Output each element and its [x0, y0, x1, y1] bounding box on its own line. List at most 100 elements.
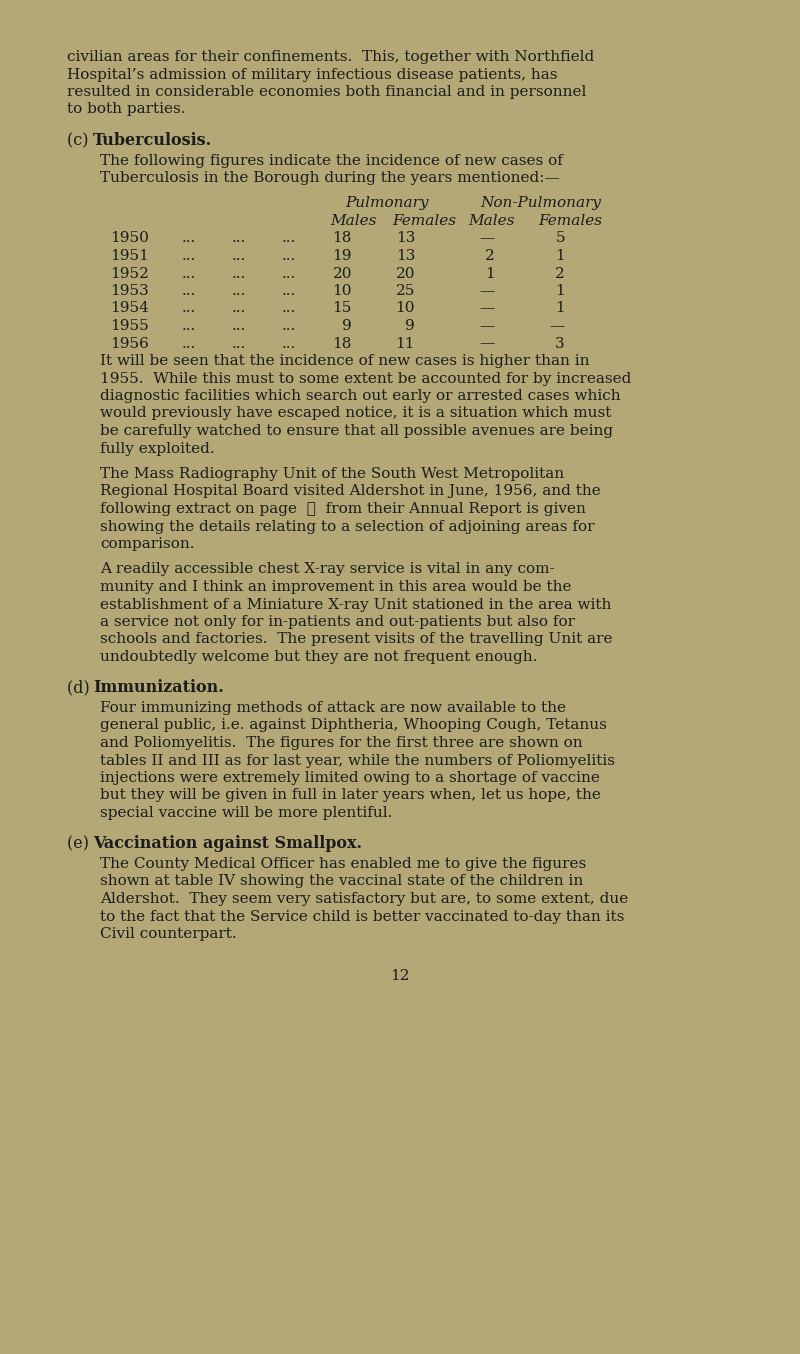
Text: 18: 18	[333, 337, 352, 351]
Text: ...: ...	[282, 232, 296, 245]
Text: 1: 1	[555, 249, 565, 263]
Text: (d): (d)	[67, 680, 95, 696]
Text: 10: 10	[395, 302, 415, 315]
Text: 1951: 1951	[110, 249, 149, 263]
Text: —: —	[550, 320, 565, 333]
Text: establishment of a Miniature X-ray Unit stationed in the area with: establishment of a Miniature X-ray Unit …	[100, 597, 611, 612]
Text: ...: ...	[282, 249, 296, 263]
Text: diagnostic facilities which search out early or arrested cases which: diagnostic facilities which search out e…	[100, 389, 621, 403]
Text: Tuberculosis in the Borough during the years mentioned:—: Tuberculosis in the Borough during the y…	[100, 171, 560, 185]
Text: injections were extremely limited owing to a shortage of vaccine: injections were extremely limited owing …	[100, 770, 600, 785]
Text: Females: Females	[392, 214, 456, 227]
Text: 25: 25	[396, 284, 415, 298]
Text: 20: 20	[333, 267, 352, 280]
Text: (e): (e)	[67, 835, 94, 853]
Text: Tuberculosis.: Tuberculosis.	[94, 131, 213, 149]
Text: —: —	[480, 337, 495, 351]
Text: undoubtedly welcome but they are not frequent enough.: undoubtedly welcome but they are not fre…	[100, 650, 538, 663]
Text: Pulmonary: Pulmonary	[345, 196, 429, 210]
Text: The following figures indicate the incidence of new cases of: The following figures indicate the incid…	[100, 153, 563, 168]
Text: 1: 1	[555, 302, 565, 315]
Text: —: —	[480, 302, 495, 315]
Text: ...: ...	[232, 337, 246, 351]
Text: 1955.  While this must to some extent be accounted for by increased: 1955. While this must to some extent be …	[100, 371, 631, 386]
Text: 13: 13	[396, 232, 415, 245]
Text: Males: Males	[468, 214, 514, 227]
Text: 9: 9	[342, 320, 352, 333]
Text: munity and I think an improvement in this area would be the: munity and I think an improvement in thi…	[100, 580, 571, 594]
Text: special vaccine will be more plentiful.: special vaccine will be more plentiful.	[100, 806, 392, 821]
Text: Aldershot.  They seem very satisfactory but are, to some extent, due: Aldershot. They seem very satisfactory b…	[100, 892, 628, 906]
Text: 1956: 1956	[110, 337, 149, 351]
Text: would previously have escaped notice, it is a situation which must: would previously have escaped notice, it…	[100, 406, 611, 421]
Text: 2: 2	[486, 249, 495, 263]
Text: ...: ...	[282, 302, 296, 315]
Text: schools and factories.  The present visits of the travelling Unit are: schools and factories. The present visit…	[100, 632, 613, 646]
Text: a service not only for in-patients and out-patients but also for: a service not only for in-patients and o…	[100, 615, 575, 630]
Text: ...: ...	[232, 267, 246, 280]
Text: fully exploited.: fully exploited.	[100, 441, 214, 455]
Text: comparison.: comparison.	[100, 538, 194, 551]
Text: Four immunizing methods of attack are now available to the: Four immunizing methods of attack are no…	[100, 701, 566, 715]
Text: be carefully watched to ensure that all possible avenues are being: be carefully watched to ensure that all …	[100, 424, 613, 437]
Text: 1954: 1954	[110, 302, 149, 315]
Text: 11: 11	[395, 337, 415, 351]
Text: 3: 3	[555, 337, 565, 351]
Text: 12: 12	[390, 968, 410, 983]
Text: ...: ...	[182, 284, 196, 298]
Text: A readily accessible chest X-ray service is vital in any com-: A readily accessible chest X-ray service…	[100, 562, 554, 577]
Text: to both parties.: to both parties.	[67, 103, 186, 116]
Text: The Mass Radiography Unit of the South West Metropolitan: The Mass Radiography Unit of the South W…	[100, 467, 564, 481]
Text: 5: 5	[555, 232, 565, 245]
Text: It will be seen that the incidence of new cases is higher than in: It will be seen that the incidence of ne…	[100, 353, 590, 368]
Text: resulted in considerable economies both financial and in personnel: resulted in considerable economies both …	[67, 85, 586, 99]
Text: 20: 20	[395, 267, 415, 280]
Text: ...: ...	[232, 320, 246, 333]
Text: tables II and III as for last year, while the numbers of Poliomyelitis: tables II and III as for last year, whil…	[100, 753, 615, 768]
Text: showing the details relating to a selection of adjoining areas for: showing the details relating to a select…	[100, 520, 594, 533]
Text: ...: ...	[182, 320, 196, 333]
Text: 1953: 1953	[110, 284, 149, 298]
Text: ...: ...	[282, 320, 296, 333]
Text: civilian areas for their confinements.  This, together with Northfield: civilian areas for their confinements. T…	[67, 50, 594, 64]
Text: —: —	[480, 232, 495, 245]
Text: Hospital’s admission of military infectious disease patients, has: Hospital’s admission of military infecti…	[67, 68, 558, 81]
Text: ...: ...	[182, 337, 196, 351]
Text: ...: ...	[282, 267, 296, 280]
Text: Regional Hospital Board visited Aldershot in June, 1956, and the: Regional Hospital Board visited Aldersho…	[100, 485, 601, 498]
Text: (c): (c)	[67, 131, 94, 149]
Text: Civil counterpart.: Civil counterpart.	[100, 927, 237, 941]
Text: 19: 19	[333, 249, 352, 263]
Text: 1: 1	[486, 267, 495, 280]
Text: Females: Females	[538, 214, 602, 227]
Text: —: —	[480, 320, 495, 333]
Text: shown at table IV showing the vaccinal state of the children in: shown at table IV showing the vaccinal s…	[100, 875, 583, 888]
Text: 10: 10	[333, 284, 352, 298]
Text: 1: 1	[555, 284, 565, 298]
Text: 2: 2	[555, 267, 565, 280]
Text: Males: Males	[330, 214, 377, 227]
Text: 1955: 1955	[110, 320, 149, 333]
Text: and Poliomyelitis.  The figures for the first three are shown on: and Poliomyelitis. The figures for the f…	[100, 737, 582, 750]
Text: 1952: 1952	[110, 267, 149, 280]
Text: but they will be given in full in later years when, let us hope, the: but they will be given in full in later …	[100, 788, 601, 803]
Text: general public, i.e. against Diphtheria, Whooping Cough, Tetanus: general public, i.e. against Diphtheria,…	[100, 719, 607, 733]
Text: ...: ...	[232, 302, 246, 315]
Text: ...: ...	[182, 267, 196, 280]
Text: following extract on page  ℓ  from their Annual Report is given: following extract on page ℓ from their A…	[100, 502, 586, 516]
Text: ...: ...	[182, 249, 196, 263]
Text: ...: ...	[282, 337, 296, 351]
Text: The County Medical Officer has enabled me to give the figures: The County Medical Officer has enabled m…	[100, 857, 586, 871]
Text: 18: 18	[333, 232, 352, 245]
Text: to the fact that the Service child is better vaccinated to-day than its: to the fact that the Service child is be…	[100, 910, 624, 923]
Text: 9: 9	[406, 320, 415, 333]
Text: 13: 13	[396, 249, 415, 263]
Text: ...: ...	[232, 232, 246, 245]
Text: ...: ...	[282, 284, 296, 298]
Text: Non-Pulmonary: Non-Pulmonary	[480, 196, 601, 210]
Text: ...: ...	[182, 232, 196, 245]
Text: ...: ...	[232, 284, 246, 298]
Text: ...: ...	[182, 302, 196, 315]
Text: 1950: 1950	[110, 232, 149, 245]
Text: Vaccination against Smallpox.: Vaccination against Smallpox.	[94, 835, 362, 853]
